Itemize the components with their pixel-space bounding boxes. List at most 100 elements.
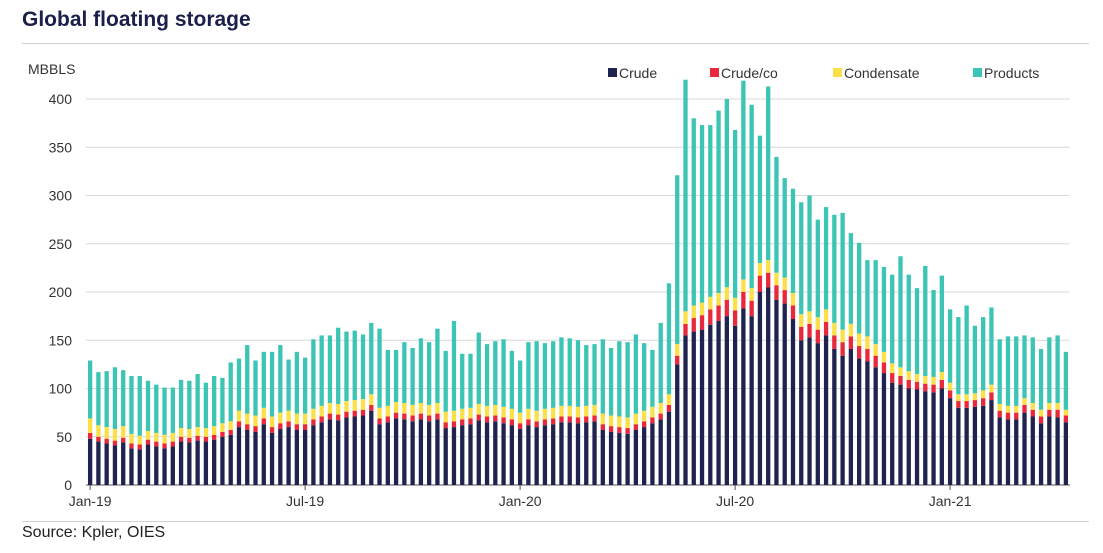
bar-segment <box>360 399 366 410</box>
bar-segment <box>799 326 804 341</box>
bar-segment <box>584 405 589 417</box>
bar-segment <box>220 436 225 485</box>
bar-segment <box>220 431 225 437</box>
bar-segment <box>1047 409 1052 417</box>
bar-segment <box>815 329 820 344</box>
bar-segment <box>460 353 465 409</box>
bar-segment <box>212 439 217 485</box>
bar-segment <box>1047 416 1052 485</box>
bar-segment <box>468 353 473 408</box>
bar-segment <box>493 415 498 422</box>
bar-segment <box>741 80 746 280</box>
bar-segment <box>302 430 308 485</box>
bar-segment <box>468 418 473 425</box>
bar-segment <box>757 292 763 485</box>
bar-segment <box>782 290 787 304</box>
bar-segment <box>823 207 829 310</box>
bar-segment <box>212 375 217 427</box>
bar-segment <box>898 384 903 485</box>
legend-label: Crude/co <box>721 65 778 81</box>
bar-segment <box>931 392 936 485</box>
bar-segment <box>575 406 581 418</box>
bar-segment <box>278 412 283 424</box>
bar-segment <box>782 303 787 485</box>
y-axis-label: MBBLS <box>28 61 75 77</box>
chart-title: Global floating storage <box>22 8 251 31</box>
bar-segment <box>253 426 258 432</box>
bar-segment <box>567 416 572 423</box>
bar-segment <box>741 292 746 309</box>
bar-segment <box>278 429 283 485</box>
bar-segment <box>112 367 118 430</box>
bar-segment <box>261 418 266 425</box>
bar-segment <box>410 415 415 422</box>
bar-segment <box>716 305 721 321</box>
bar-segment <box>766 287 771 485</box>
bar-segment <box>666 411 672 485</box>
bar-segment <box>360 334 366 400</box>
bar-segment <box>865 336 870 349</box>
bar-segment <box>608 426 614 432</box>
bar-segment <box>947 390 953 399</box>
bar-segment <box>1014 412 1019 420</box>
bar-segment <box>807 311 812 324</box>
bar-segment <box>104 443 109 485</box>
bar-segment <box>1030 337 1035 403</box>
bar-segment <box>542 343 548 409</box>
bar-segment <box>600 424 605 430</box>
bar-segment <box>344 417 349 485</box>
bar-segment <box>724 287 729 300</box>
bar-segment <box>385 416 390 423</box>
bar-segment <box>517 360 523 413</box>
legend-item: Crude <box>608 65 657 81</box>
y-tick-label: 350 <box>49 139 73 155</box>
bar-segment <box>625 417 630 429</box>
bar-segment <box>815 317 820 330</box>
bar-segment <box>898 367 903 376</box>
bar-segment <box>741 308 746 485</box>
bar-segment <box>823 335 829 485</box>
bar-segment <box>402 402 407 414</box>
bar-segment <box>212 426 217 435</box>
bar-segment <box>972 393 978 401</box>
bar-segment <box>906 371 911 380</box>
bar-segment <box>766 260 771 273</box>
bar-segment <box>1063 422 1069 485</box>
bar-segment <box>336 403 341 415</box>
bar-segment <box>642 427 647 485</box>
bar-segment <box>170 441 175 447</box>
bar-segment <box>956 407 961 485</box>
bar-segment <box>1030 402 1035 410</box>
bar-segment <box>559 422 564 485</box>
bar-segment <box>402 342 407 403</box>
bar-segment <box>360 415 366 485</box>
bar-segment <box>890 363 895 374</box>
bar-segment <box>435 328 440 403</box>
bar-segment <box>840 355 845 485</box>
bar-segment <box>87 418 93 433</box>
bar-segment <box>327 419 333 485</box>
bar-segment <box>542 425 548 485</box>
bar-segment <box>989 307 994 385</box>
bar-segment <box>699 329 705 485</box>
bar-segment <box>642 421 647 428</box>
bar-segment <box>236 358 242 411</box>
bar-segment <box>832 214 837 323</box>
bar-segment <box>691 118 696 306</box>
bar-segment <box>956 317 961 395</box>
bar-segment <box>766 86 771 261</box>
bar-segment <box>526 408 531 420</box>
bar-segment <box>203 436 209 442</box>
bar-segment <box>344 401 349 412</box>
bar-segment <box>757 135 763 264</box>
bar-segment <box>856 333 862 347</box>
bar-segment <box>534 421 539 428</box>
bar-segment <box>360 409 366 416</box>
bar-segment <box>170 387 175 433</box>
bar-segment <box>1022 335 1027 399</box>
bar-segment <box>650 349 655 407</box>
bar-segment <box>633 430 639 485</box>
bar-segment <box>269 427 275 433</box>
bar-segment <box>402 413 407 420</box>
